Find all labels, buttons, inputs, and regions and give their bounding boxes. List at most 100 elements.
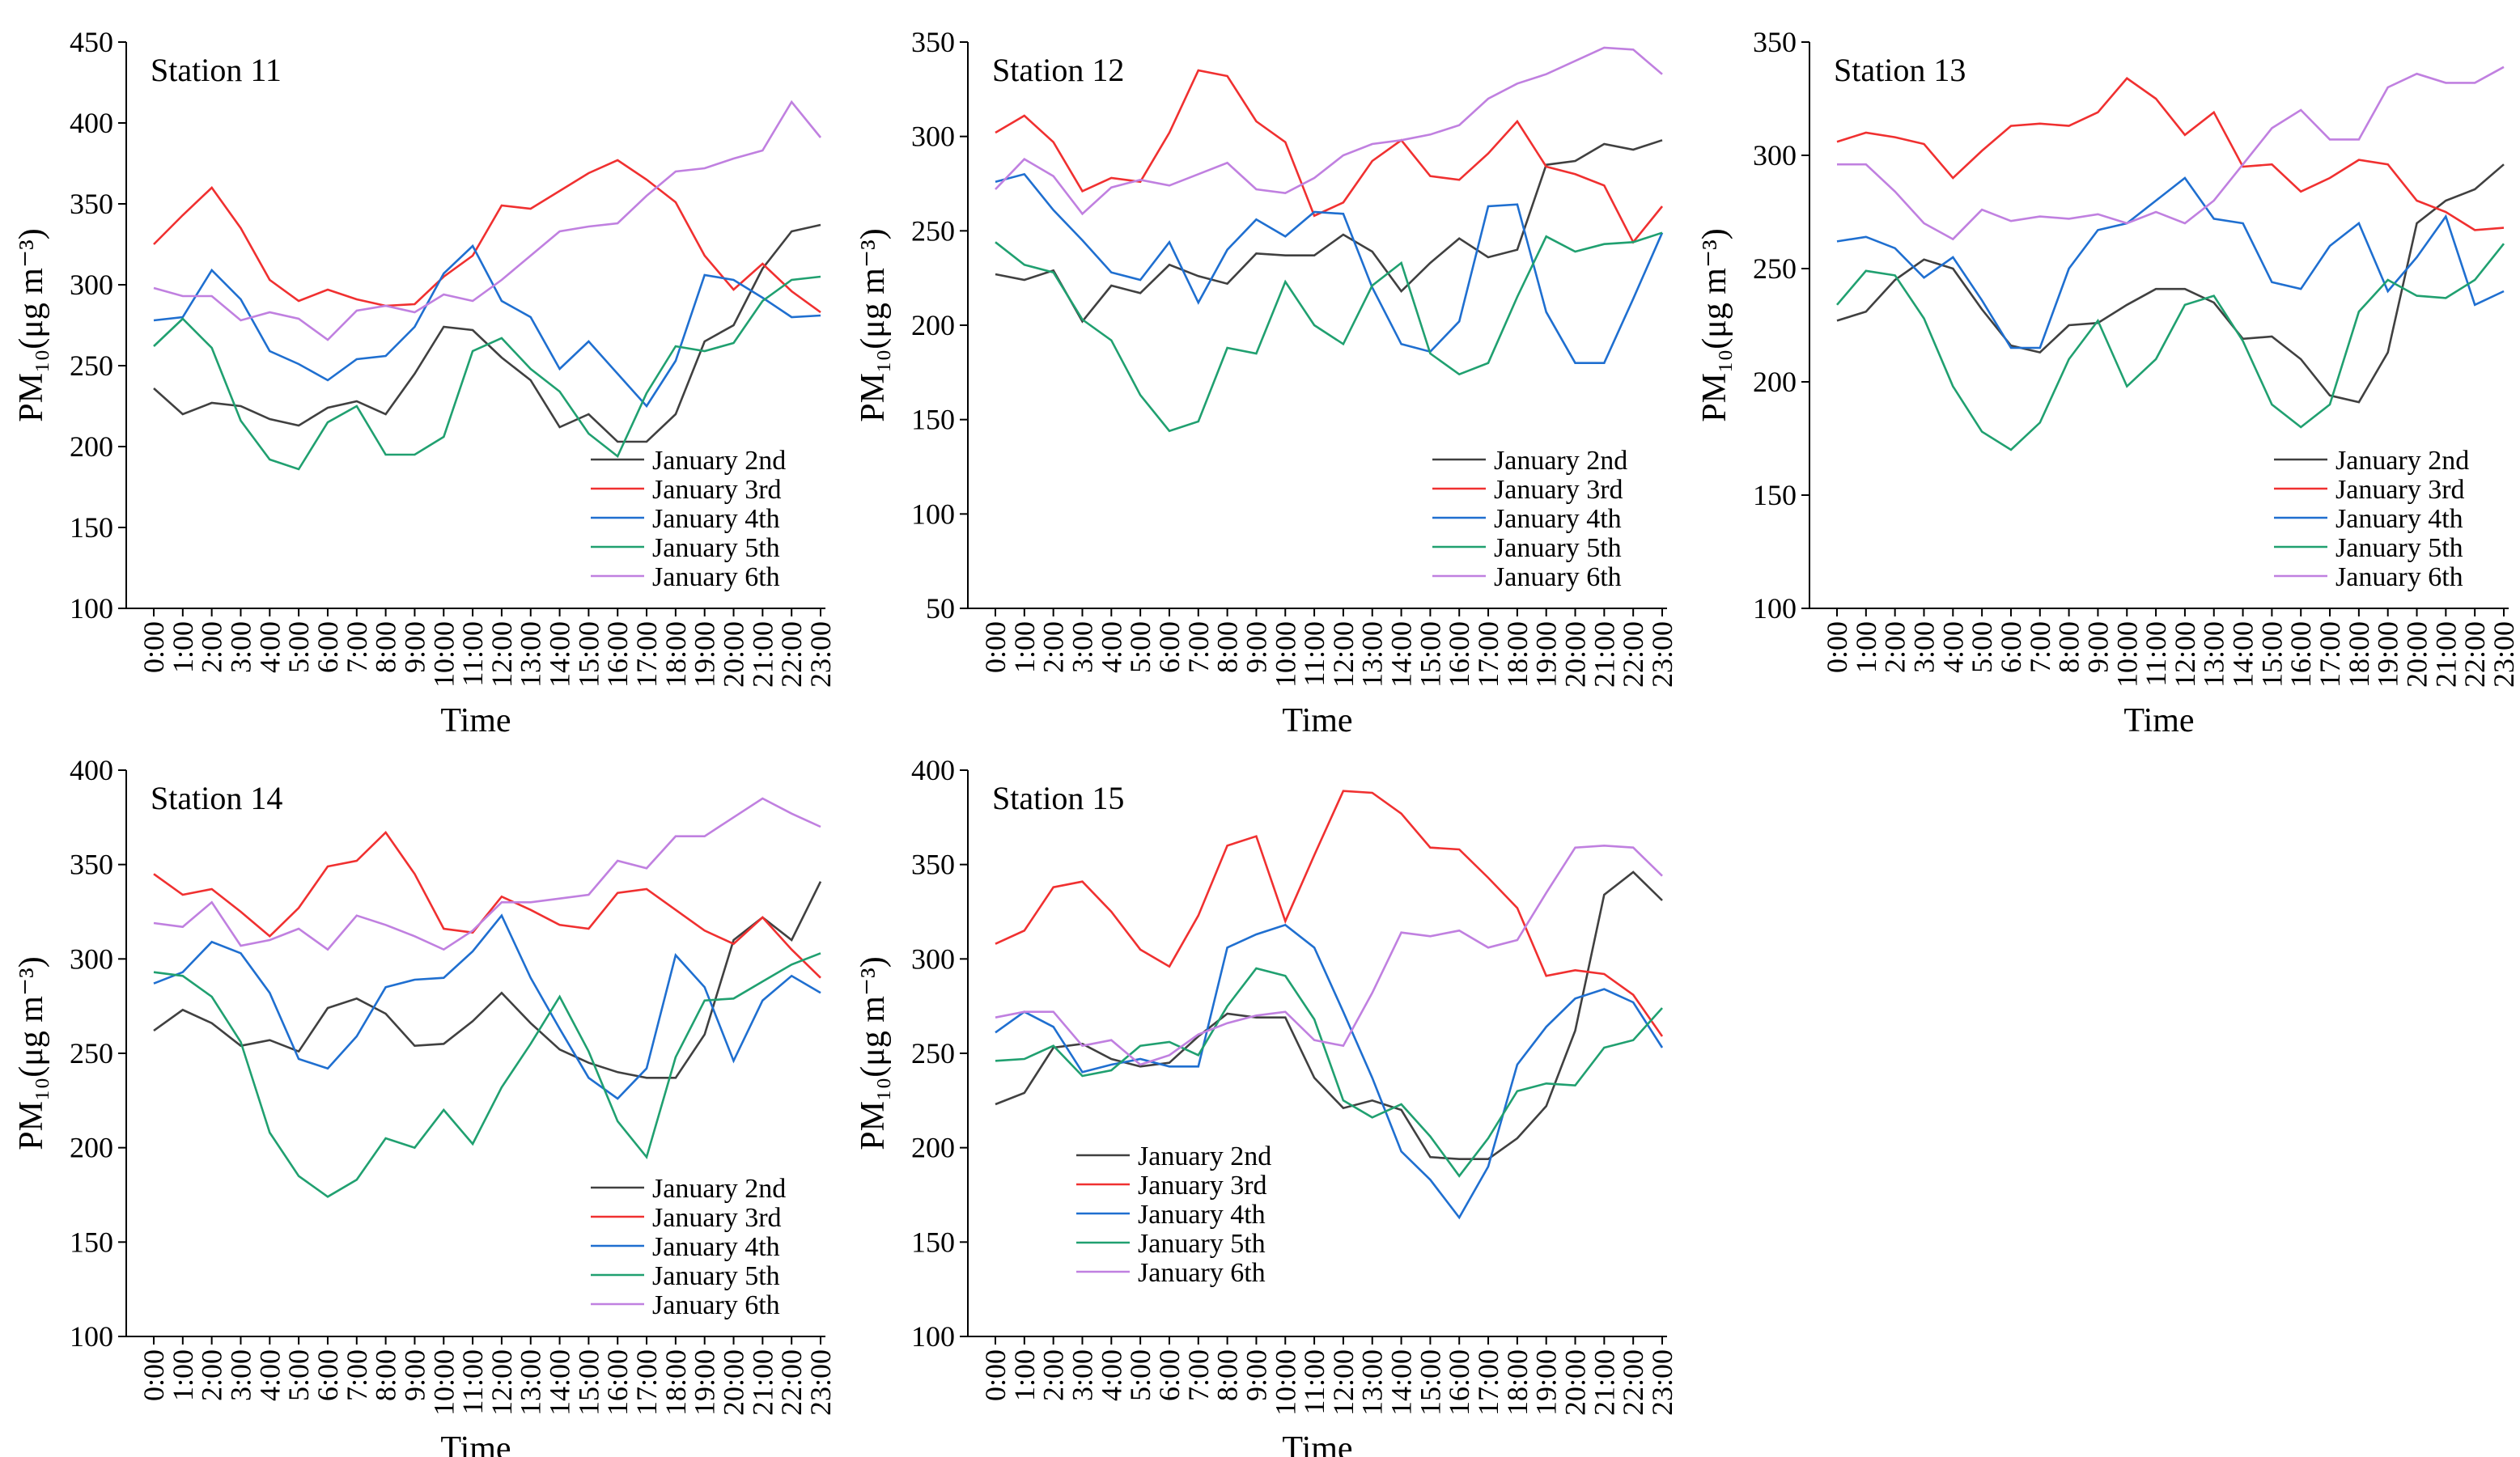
x-tick-label: 8:00 xyxy=(370,621,402,673)
x-tick-label: 23:00 xyxy=(2488,621,2520,688)
panel-title: Station 11 xyxy=(151,52,282,88)
x-tick-label: 4:00 xyxy=(1095,1349,1127,1401)
y-tick-label: 450 xyxy=(70,26,113,58)
legend-label: January 5th xyxy=(1138,1229,1266,1259)
x-tick-label: 9:00 xyxy=(398,621,431,673)
y-tick-label: 200 xyxy=(911,309,955,341)
data-line xyxy=(1836,163,2505,404)
y-tick-label: 250 xyxy=(911,1037,955,1069)
data-line xyxy=(1836,243,2505,451)
x-tick-label: 20:00 xyxy=(718,1349,750,1416)
legend-label: January 2nd xyxy=(1138,1141,1271,1171)
x-tick-label: 20:00 xyxy=(1559,1349,1592,1416)
x-tick-label: 7:00 xyxy=(1182,621,1215,673)
data-line xyxy=(995,923,1664,1220)
x-tick-label: 2:00 xyxy=(1879,621,1911,673)
x-tick-label: 2:00 xyxy=(1037,621,1070,673)
data-line xyxy=(995,231,1663,433)
x-axis-label: Time xyxy=(1282,1430,1352,1457)
x-tick-label: 10:00 xyxy=(2111,621,2143,688)
y-tick-label: 350 xyxy=(911,26,955,58)
legend-label: January 4th xyxy=(1138,1200,1266,1230)
data-line xyxy=(995,870,1663,1160)
x-tick-label: 5:00 xyxy=(1124,1349,1156,1401)
legend-label: January 6th xyxy=(1494,562,1622,592)
x-tick-label: 12:00 xyxy=(486,1349,518,1416)
x-tick-label: 9:00 xyxy=(2081,621,2114,673)
x-tick-label: 18:00 xyxy=(1501,1349,1534,1416)
data-line xyxy=(153,952,821,1198)
x-tick-label: 3:00 xyxy=(1907,621,1940,673)
legend-label: January 2nd xyxy=(2335,446,2469,476)
y-tick-label: 200 xyxy=(70,430,113,463)
legend-label: January 5th xyxy=(1494,533,1622,563)
x-tick-label: 19:00 xyxy=(2372,621,2404,688)
x-tick-label: 3:00 xyxy=(224,621,257,673)
x-tick-label: 6:00 xyxy=(1153,621,1186,673)
y-tick-label: 300 xyxy=(70,269,113,301)
x-tick-label: 15:00 xyxy=(572,1349,605,1416)
data-line xyxy=(995,139,1663,324)
x-tick-label: 23:00 xyxy=(1646,1349,1678,1416)
x-tick-label: 11:00 xyxy=(456,1349,489,1415)
y-tick-label: 350 xyxy=(1753,26,1797,58)
panel-title: Station 14 xyxy=(151,780,282,816)
x-tick-label: 0:00 xyxy=(1821,621,1853,673)
x-tick-label: 16:00 xyxy=(601,1349,634,1416)
x-tick-label: 4:00 xyxy=(1095,621,1127,673)
x-tick-label: 8:00 xyxy=(2053,621,2085,673)
data-line xyxy=(995,844,1663,1066)
x-tick-label: 18:00 xyxy=(1501,621,1534,688)
data-line xyxy=(153,244,821,409)
x-tick-label: 5:00 xyxy=(1966,621,1998,673)
x-tick-label: 5:00 xyxy=(282,621,315,673)
y-axis-label: PM₁₀(μg m⁻³) xyxy=(13,228,50,421)
x-tick-label: 15:00 xyxy=(1414,621,1446,688)
legend-label: January 6th xyxy=(2335,562,2463,592)
x-tick-label: 6:00 xyxy=(312,621,344,673)
x-tick-label: 17:00 xyxy=(2314,621,2346,688)
x-tick-label: 17:00 xyxy=(1472,621,1504,688)
legend-label: January 4th xyxy=(652,504,780,534)
panel: 50 100 150 200 250 300 350 0:001:002:003:004:00… xyxy=(855,26,1678,739)
x-tick-label: 7:00 xyxy=(2024,621,2056,673)
data-line xyxy=(153,223,821,443)
y-tick-label: 400 xyxy=(911,754,955,786)
x-tick-label: 11:00 xyxy=(456,621,489,687)
x-tick-label: 15:00 xyxy=(1414,1349,1446,1416)
x-tick-label: 0:00 xyxy=(979,1349,1012,1401)
x-tick-label: 7:00 xyxy=(1182,1349,1215,1401)
x-tick-label: 15:00 xyxy=(572,621,605,688)
x-tick-label: 10:00 xyxy=(1269,1349,1301,1416)
data-line xyxy=(153,159,821,314)
y-tick-label: 250 xyxy=(70,349,113,382)
legend-label: January 6th xyxy=(652,562,780,592)
y-tick-label: 100 xyxy=(70,592,113,625)
y-tick-label: 150 xyxy=(911,1226,955,1258)
x-tick-label: 12:00 xyxy=(1327,621,1360,688)
panel-title: Station 15 xyxy=(992,780,1124,816)
legend-label: January 4th xyxy=(2335,504,2463,534)
x-tick-label: 7:00 xyxy=(341,621,373,673)
x-tick-label: 11:00 xyxy=(1298,621,1330,687)
y-tick-label: 200 xyxy=(1753,366,1797,398)
x-tick-label: 1:00 xyxy=(167,1349,199,1401)
x-tick-label: 18:00 xyxy=(2343,621,2375,688)
x-tick-label: 4:00 xyxy=(1937,621,1969,673)
y-tick-label: 150 xyxy=(911,404,955,436)
x-tick-label: 9:00 xyxy=(1240,1349,1272,1401)
x-tick-label: 13:00 xyxy=(2198,621,2230,688)
y-tick-label: 150 xyxy=(1753,479,1797,511)
y-tick-label: 250 xyxy=(1753,252,1797,285)
x-tick-label: 3:00 xyxy=(1066,621,1098,673)
y-tick-label: 300 xyxy=(70,942,113,975)
x-tick-label: 18:00 xyxy=(660,1349,692,1416)
legend-label: January 2nd xyxy=(1494,446,1627,476)
x-tick-label: 3:00 xyxy=(224,1349,257,1401)
x-tick-label: 22:00 xyxy=(1617,1349,1649,1416)
y-tick-label: 350 xyxy=(70,188,113,220)
legend-label: January 5th xyxy=(652,1261,780,1291)
x-tick-label: 23:00 xyxy=(804,621,837,688)
data-line xyxy=(995,790,1664,1037)
x-tick-label: 11:00 xyxy=(2140,621,2172,687)
